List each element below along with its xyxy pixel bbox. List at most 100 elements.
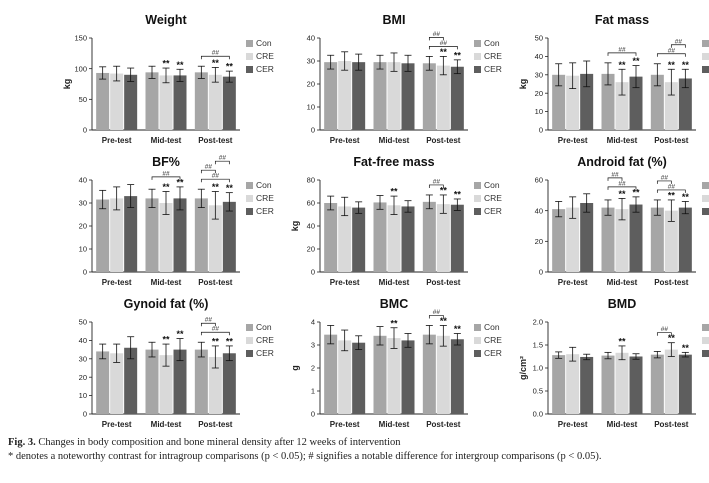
legend-swatch-con bbox=[246, 324, 253, 331]
y-tick-label: 0 bbox=[83, 410, 87, 419]
significance-star: ** bbox=[440, 47, 448, 57]
significance-star: ** bbox=[454, 50, 462, 60]
y-tick-label: 40 bbox=[79, 176, 87, 185]
significance-star: ** bbox=[212, 336, 220, 346]
y-tick-label: 2.0 bbox=[533, 318, 543, 327]
x-category-label: Mid-test bbox=[151, 278, 182, 287]
x-category-label: Pre-test bbox=[558, 278, 588, 287]
y-tick-label: 10 bbox=[79, 245, 87, 254]
significance-star: ** bbox=[618, 336, 626, 346]
legend-label-cre: CRE bbox=[256, 193, 274, 203]
hash-label: ## bbox=[668, 47, 676, 54]
significance-star: ** bbox=[162, 182, 170, 192]
panel-title: Fat mass bbox=[595, 13, 649, 27]
legend-swatch-cer bbox=[246, 350, 253, 357]
y-tick-label: 10 bbox=[535, 107, 543, 116]
legend-label-cre: CRE bbox=[256, 51, 274, 61]
y-tick-label: 0.5 bbox=[533, 387, 543, 396]
bar-con-3 bbox=[422, 63, 436, 130]
y-tick-label: 0.0 bbox=[533, 410, 543, 419]
bar-con-2 bbox=[373, 335, 387, 414]
significance-star: ** bbox=[632, 187, 640, 197]
y-tick-label: 20 bbox=[79, 222, 87, 231]
hash-label: ## bbox=[433, 309, 441, 316]
x-category-label: Post-test bbox=[654, 136, 689, 145]
significance-star: ** bbox=[440, 185, 448, 195]
y-tick-label: 40 bbox=[307, 34, 315, 43]
hash-label: ## bbox=[618, 46, 626, 53]
bar-cre-2 bbox=[387, 205, 401, 272]
hash-label: ## bbox=[661, 326, 669, 333]
significance-star: ** bbox=[390, 187, 398, 197]
y-tick-label: 4 bbox=[311, 318, 315, 327]
caption-note: * denotes a noteworthy contrast for intr… bbox=[8, 451, 602, 462]
bar-con-3 bbox=[422, 334, 436, 414]
significance-star: ** bbox=[440, 316, 448, 326]
bar-cer-1 bbox=[352, 207, 366, 272]
x-category-label: Mid-test bbox=[607, 420, 638, 429]
y-tick-label: 0 bbox=[539, 268, 543, 277]
legend-label-cer: CER bbox=[256, 206, 274, 216]
significance-star: ** bbox=[454, 324, 462, 334]
bar-cer-3 bbox=[678, 207, 692, 272]
y-tick-label: 40 bbox=[79, 336, 87, 345]
panel-title: Weight bbox=[145, 13, 187, 27]
bar-cre-2 bbox=[159, 203, 173, 272]
legend-swatch-con bbox=[702, 40, 709, 47]
bar-cre-1 bbox=[110, 198, 124, 272]
y-tick-label: 30 bbox=[535, 70, 543, 79]
legend-label-con: Con bbox=[256, 322, 272, 332]
x-category-label: Post-test bbox=[426, 420, 461, 429]
y-tick-label: 50 bbox=[79, 95, 87, 104]
bar-con-2 bbox=[601, 207, 615, 272]
y-tick-label: 20 bbox=[307, 80, 315, 89]
bar-con-2 bbox=[145, 349, 159, 414]
caption-line: Fig. 3. Changes in body composition and … bbox=[8, 436, 703, 450]
hash-bracket bbox=[151, 176, 181, 180]
y-tick-label: 20 bbox=[535, 89, 543, 98]
legend-swatch-con bbox=[474, 40, 481, 47]
bar-cer-1 bbox=[580, 203, 594, 272]
legend-swatch-cer bbox=[702, 350, 709, 357]
significance-star: ** bbox=[682, 343, 690, 353]
x-category-label: Mid-test bbox=[607, 278, 638, 287]
legend-swatch-cer bbox=[474, 350, 481, 357]
significance-star: ** bbox=[226, 62, 234, 72]
bar-cer-2 bbox=[401, 63, 415, 130]
legend-swatch-cer bbox=[246, 208, 253, 215]
bar-con-3 bbox=[650, 207, 664, 272]
bar-con-1 bbox=[552, 209, 566, 272]
x-category-label: Mid-test bbox=[607, 136, 638, 145]
y-axis-label: g/cm² bbox=[518, 356, 528, 380]
legend-swatch-cre bbox=[474, 337, 481, 344]
bar-cer-2 bbox=[173, 75, 187, 130]
y-tick-label: 10 bbox=[307, 103, 315, 112]
bar-con-2 bbox=[145, 72, 159, 130]
y-tick-label: 3 bbox=[311, 341, 315, 350]
bar-cer-3 bbox=[222, 76, 236, 130]
x-category-label: Pre-test bbox=[102, 278, 132, 287]
bar-cre-3 bbox=[436, 204, 450, 272]
chart-panel-5: Fat-free mass 0 20 40 60 80 kg Pre-test ** Mid-te… bbox=[290, 155, 502, 287]
hash-bracket bbox=[607, 52, 637, 56]
significance-star: ** bbox=[682, 60, 690, 70]
x-category-label: Post-test bbox=[654, 278, 689, 287]
bar-con-1 bbox=[96, 351, 110, 414]
hash-label: ## bbox=[433, 178, 441, 185]
y-axis-label: kg bbox=[518, 79, 528, 90]
bar-cer-2 bbox=[629, 76, 643, 130]
bar-cre-1 bbox=[566, 207, 580, 272]
legend-swatch-cre bbox=[246, 337, 253, 344]
bar-con-1 bbox=[552, 74, 566, 130]
legend-label-cer: CER bbox=[256, 64, 274, 74]
y-tick-label: 50 bbox=[79, 318, 87, 327]
legend-swatch-cer bbox=[474, 208, 481, 215]
hash-bracket bbox=[428, 184, 444, 188]
chart-panel-1: Weight 0 50 100 150 kg Pre-test ** ** Mid-test ** *… bbox=[62, 13, 274, 145]
bar-cer-3 bbox=[450, 66, 464, 130]
hash-label: ## bbox=[433, 31, 441, 38]
bar-cre-2 bbox=[159, 355, 173, 414]
legend-label-cre: CRE bbox=[484, 335, 502, 345]
bar-cer-1 bbox=[352, 62, 366, 130]
bar-cre-1 bbox=[566, 354, 580, 414]
